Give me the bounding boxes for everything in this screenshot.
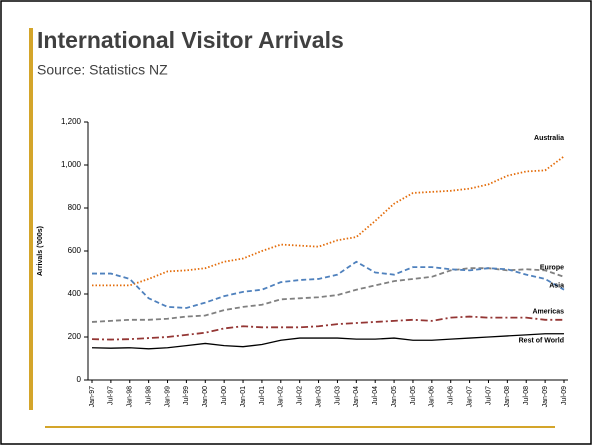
y-tick-label: 1,200 (61, 117, 82, 126)
y-tick-label: 400 (68, 289, 82, 298)
accent-bar (29, 28, 33, 410)
series-label: Rest of World (519, 338, 564, 345)
chart-subtitle: Source: Statistics NZ (37, 62, 168, 78)
x-tick-label: Jul-01 (259, 386, 266, 405)
x-tick-label: Jan-09 (542, 386, 549, 408)
x-tick-label: Jan-04 (353, 386, 360, 408)
y-tick-label: 800 (68, 203, 82, 212)
series-label: Australia (534, 135, 564, 142)
x-tick-label: Jan-03 (315, 386, 322, 408)
series-line (92, 155, 565, 287)
x-tick-label: Jan-98 (127, 386, 134, 408)
x-tick-label: Jul-02 (297, 386, 304, 405)
series-line (91, 315, 564, 341)
x-tick-label: Jan-08 (504, 386, 511, 408)
x-tick-label: Jul-03 (334, 386, 341, 405)
y-axis-label: Arrivals ('000s) (37, 226, 44, 276)
y-tick-label: 200 (68, 332, 82, 341)
x-tick-label: Jan-97 (89, 386, 96, 408)
x-tick-label: Jul-98 (145, 386, 152, 405)
series-label: Americas (532, 309, 564, 316)
accent-line (45, 426, 555, 428)
x-tick-label: Jul-04 (372, 386, 379, 405)
x-tick-label: Jan-05 (391, 386, 398, 408)
y-tick-label: 600 (68, 246, 82, 255)
x-tick-label: Jul-05 (410, 386, 417, 405)
x-tick-label: Jul-07 (485, 386, 492, 405)
x-tick-label: Jan-99 (164, 386, 171, 408)
y-tick-label: 0 (77, 375, 82, 384)
x-tick-label: Jan-02 (278, 386, 285, 408)
x-tick-label: Jan-06 (429, 386, 436, 408)
chart-title: International Visitor Arrivals (37, 27, 344, 53)
x-tick-label: Jan-07 (466, 386, 473, 408)
x-tick-label: Jul-06 (448, 386, 455, 405)
series-label: Europe (540, 265, 564, 272)
x-tick-label: Jul-00 (221, 386, 228, 405)
x-tick-label: Jul-99 (183, 386, 190, 405)
series-line (92, 260, 565, 309)
series-line (91, 333, 564, 350)
x-tick-label: Jul-97 (108, 386, 115, 405)
x-tick-label: Jan-01 (240, 386, 247, 408)
x-tick-label: Jan-00 (202, 386, 209, 408)
x-tick-label: Jul-08 (523, 386, 530, 405)
x-tick-label: Jul-09 (561, 386, 568, 405)
series-label: Asia (549, 283, 564, 290)
y-tick-label: 1,000 (61, 160, 82, 169)
